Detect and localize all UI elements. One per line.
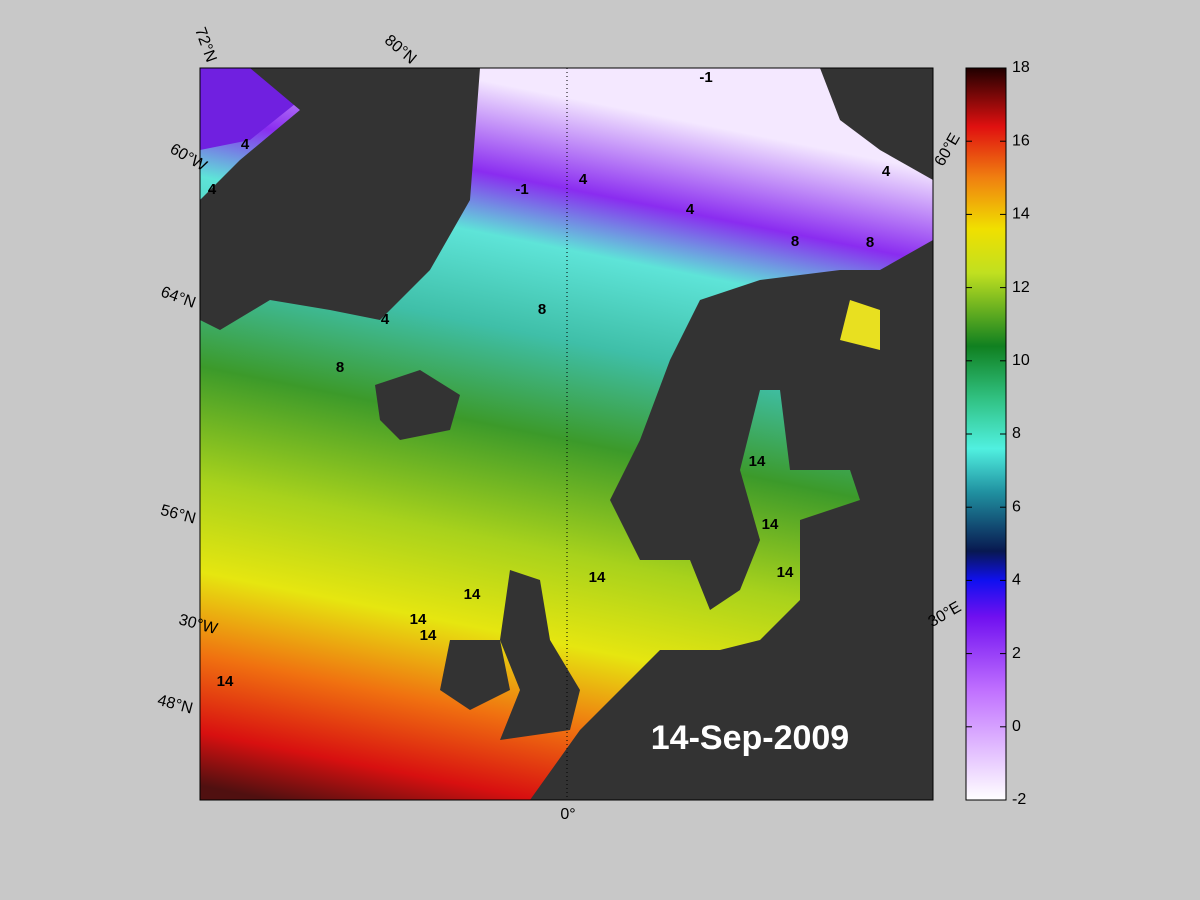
map [199,67,934,801]
contour-label: 8 [791,233,799,250]
colorbar-tick-label: 12 [1012,279,1030,296]
contour-label: -1 [515,181,528,198]
contour-label: 14 [777,564,794,581]
colorbar-tick-label: 8 [1012,425,1021,442]
colorbar [965,67,1007,801]
iceland [375,370,460,440]
contour-label: 4 [241,136,250,153]
colorbar-tick-label: 0 [1012,718,1021,735]
colorbar-ramp [965,67,1007,801]
graticule-label: 72°N [191,25,219,64]
map-frame [199,67,934,801]
contour-label: 8 [336,359,344,376]
ireland [440,640,510,710]
contour-label: 4 [208,181,217,198]
contour-label: 14 [217,673,234,690]
contour-label: 14 [589,569,606,586]
contour-label: 8 [538,301,546,318]
graticule-label: 60°E [932,131,964,170]
colorbar-tick-label: 10 [1012,352,1030,369]
contour-label: 14 [762,516,779,533]
white-sea [840,300,880,350]
graticule-label: 48°N [156,692,195,718]
colorbar-tick-label: 4 [1012,572,1021,589]
contour-label: 4 [686,201,695,218]
contour-label: 14 [420,627,437,644]
colorbar-tick-label: 14 [1012,206,1030,223]
colorbar-tick-label: 2 [1012,645,1021,662]
britain [500,570,580,740]
contour-label: 14 [749,453,766,470]
contour-label: 4 [579,171,588,188]
contour-label: 4 [882,163,891,180]
graticule-label: 56°N [159,502,198,528]
contour-label: 4 [381,311,390,328]
colorbar-tick-label: 18 [1012,59,1030,76]
date-label: 14-Sep-2009 [651,719,849,757]
contour-label: -1 [699,69,712,86]
contour-label: 14 [410,611,427,628]
contour-label: 14 [464,586,481,603]
contour-label: 8 [866,234,874,251]
colorbar-tick-label: 6 [1012,498,1021,515]
graticule-label: 80°N [381,32,419,68]
graticule-label: 0° [560,806,575,823]
europe [530,240,933,800]
graticule-label: 64°N [158,284,197,312]
novaya-zemlya [820,68,933,180]
greenland [200,68,480,330]
colorbar-tick-label: -2 [1012,791,1026,808]
colorbar-tick-label: 16 [1012,132,1030,149]
